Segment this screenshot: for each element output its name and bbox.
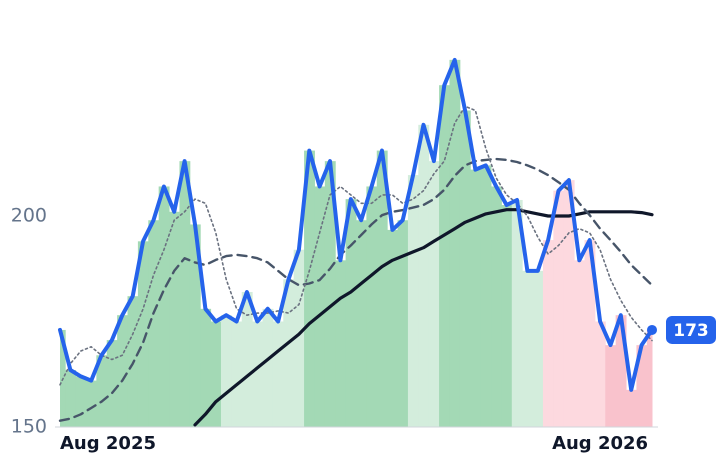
- area-column: [626, 389, 637, 427]
- area-column: [304, 150, 315, 427]
- area-column: [137, 241, 149, 427]
- area-column: [397, 220, 409, 427]
- area-column: [293, 249, 305, 427]
- area-column: [324, 161, 336, 427]
- area-column: [220, 315, 232, 427]
- series-line: [58, 157, 654, 422]
- last-point: [647, 324, 657, 335]
- area-column: [511, 199, 523, 427]
- area-column: [646, 329, 653, 427]
- series-line: [193, 208, 654, 427]
- area-column: [106, 340, 118, 427]
- area-column: [169, 211, 180, 427]
- area-column: [158, 186, 170, 427]
- area-column: [356, 220, 367, 427]
- area-column: [542, 240, 554, 427]
- series-line: [59, 105, 653, 386]
- area-column: [314, 186, 326, 427]
- area-column: [252, 321, 264, 427]
- area-column: [605, 345, 617, 427]
- value-badge-label: 173: [673, 321, 709, 341]
- area-column: [553, 190, 565, 427]
- area-column: [584, 240, 596, 427]
- x-tick-label: Aug 2025: [60, 433, 156, 454]
- area-column: [335, 260, 347, 427]
- area-column: [179, 161, 191, 427]
- area-column: [231, 321, 243, 427]
- area-column: [470, 169, 482, 427]
- area-column: [418, 124, 430, 428]
- area-column: [96, 355, 108, 427]
- value-badge: [666, 315, 716, 344]
- area-column: [615, 315, 627, 427]
- area-column: [480, 165, 492, 428]
- area-column: [501, 205, 513, 427]
- area-column: [563, 180, 575, 427]
- area-column: [522, 270, 534, 427]
- area-column: [85, 380, 97, 427]
- area-column: [189, 224, 201, 427]
- area-column: [283, 279, 295, 427]
- area-column: [210, 321, 222, 427]
- area-column: [262, 308, 274, 427]
- area-column: [459, 110, 471, 427]
- area-column: [439, 85, 450, 428]
- area-column: [241, 291, 253, 427]
- area-column: [345, 199, 357, 427]
- area-column: [272, 321, 284, 427]
- area-column: [65, 370, 77, 427]
- area-column: [200, 308, 212, 427]
- area-column: [428, 161, 440, 427]
- area-column: [532, 270, 544, 427]
- series-line: [58, 57, 654, 392]
- area-column: [407, 175, 419, 427]
- area-column: [376, 150, 388, 427]
- y-tick-label: 150: [11, 416, 47, 438]
- area-column: [574, 260, 585, 427]
- area-column: [117, 315, 129, 427]
- area-column: [366, 186, 378, 427]
- area-column: [75, 376, 87, 427]
- area-column: [636, 345, 648, 427]
- x-tick-label: Aug 2026: [552, 433, 648, 454]
- area-column: [148, 220, 160, 427]
- area-column: [491, 186, 502, 427]
- area-column: [594, 321, 606, 427]
- area-column: [449, 59, 461, 428]
- area-column: [387, 229, 399, 427]
- y-tick-label: 200: [11, 205, 47, 227]
